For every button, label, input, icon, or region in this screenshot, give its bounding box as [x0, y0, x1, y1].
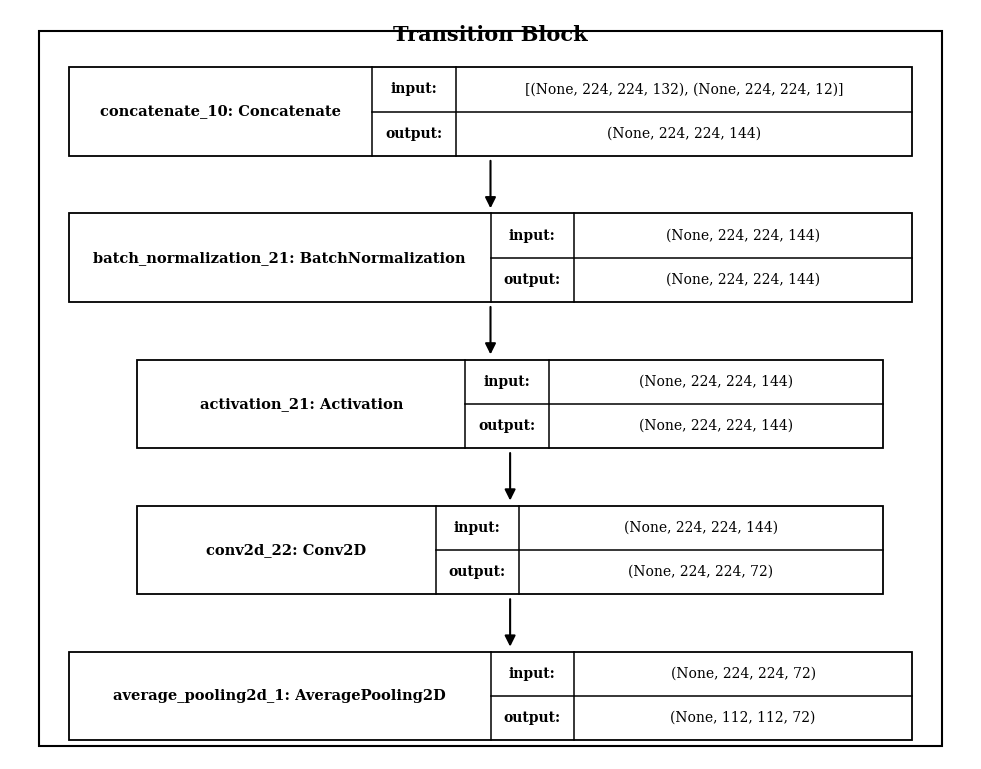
Text: (None, 224, 224, 144): (None, 224, 224, 144) — [639, 375, 793, 388]
Text: batch_normalization_21: BatchNormalization: batch_normalization_21: BatchNormalizati… — [93, 251, 466, 265]
Text: (None, 224, 224, 144): (None, 224, 224, 144) — [666, 273, 820, 287]
Bar — [137, 506, 883, 594]
Text: output:: output: — [448, 565, 506, 579]
Text: average_pooling2d_1: AveragePooling2D: average_pooling2d_1: AveragePooling2D — [113, 689, 446, 703]
Text: (None, 224, 224, 72): (None, 224, 224, 72) — [629, 565, 773, 579]
Bar — [69, 214, 912, 301]
Text: input:: input: — [454, 521, 500, 534]
Bar — [69, 68, 912, 155]
Text: [(None, 224, 224, 132), (None, 224, 224, 12)]: [(None, 224, 224, 132), (None, 224, 224,… — [525, 82, 844, 96]
Text: concatenate_10: Concatenate: concatenate_10: Concatenate — [100, 105, 341, 118]
Text: (None, 112, 112, 72): (None, 112, 112, 72) — [670, 711, 816, 725]
Text: (None, 224, 224, 144): (None, 224, 224, 144) — [624, 521, 778, 534]
Text: output:: output: — [479, 419, 536, 433]
Text: (None, 224, 224, 72): (None, 224, 224, 72) — [671, 667, 815, 681]
Text: output:: output: — [386, 127, 442, 141]
Text: output:: output: — [503, 273, 561, 287]
Text: input:: input: — [509, 228, 555, 242]
Text: activation_21: Activation: activation_21: Activation — [200, 397, 403, 411]
Text: conv2d_22: Conv2D: conv2d_22: Conv2D — [206, 543, 367, 557]
Text: input:: input: — [390, 82, 438, 96]
Text: (None, 224, 224, 144): (None, 224, 224, 144) — [666, 228, 820, 242]
Bar — [137, 360, 883, 448]
Text: input:: input: — [509, 667, 555, 681]
Bar — [69, 652, 912, 740]
Text: (None, 224, 224, 144): (None, 224, 224, 144) — [639, 419, 793, 433]
Text: output:: output: — [503, 711, 561, 725]
Text: (None, 224, 224, 144): (None, 224, 224, 144) — [607, 127, 761, 141]
Text: input:: input: — [484, 375, 531, 388]
Text: Transition Block: Transition Block — [393, 25, 588, 45]
